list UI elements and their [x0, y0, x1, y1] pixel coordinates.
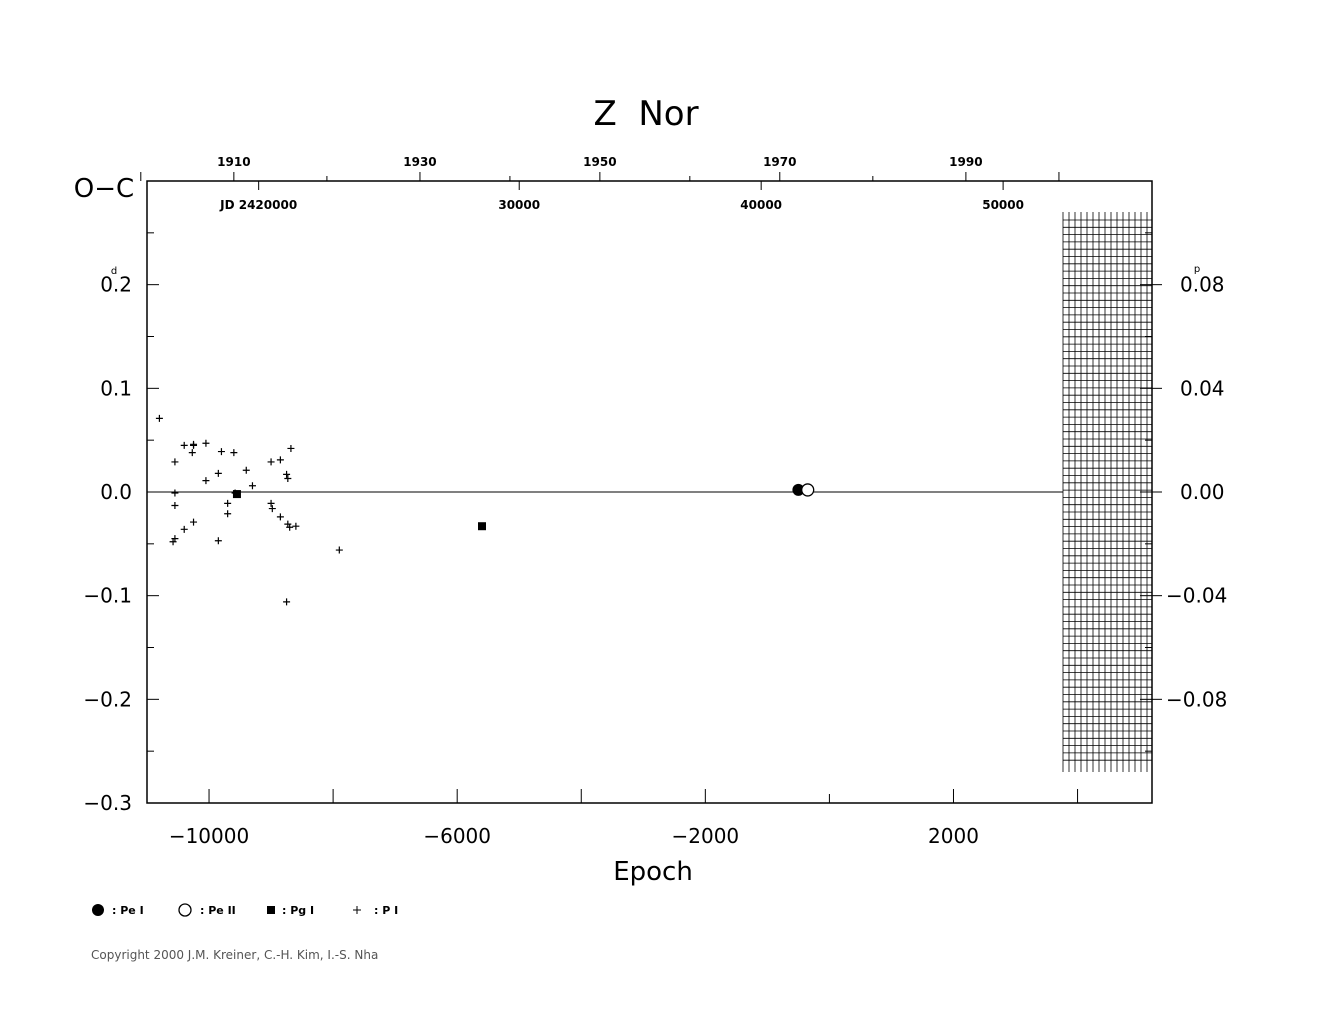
- top-year-label: 1950: [583, 155, 616, 169]
- data-point-p-i: [171, 458, 179, 466]
- data-point-pg-i: [478, 522, 486, 531]
- legend-label-p1: : P I: [374, 904, 398, 917]
- y-unit-label: d: [111, 266, 117, 277]
- data-point-p-i: [169, 538, 177, 546]
- data-point-pe-ii: [801, 483, 815, 497]
- right-y-tick-label: −0.04: [1166, 584, 1227, 608]
- data-point-p-i: [217, 448, 225, 456]
- top-jd-label: 50000: [982, 198, 1024, 212]
- data-point-p-i: [242, 466, 250, 474]
- future-hatch-band: [1062, 212, 1152, 772]
- x-tick-label: 2000: [928, 824, 979, 848]
- legend: : Pe I : Pe II : Pg I : P I: [92, 903, 398, 917]
- right-y-tick-label: 0.00: [1180, 480, 1225, 504]
- legend-label-pe2: : Pe II: [200, 904, 236, 917]
- legend-marker-pe1: [92, 904, 104, 916]
- data-point-p-i: [171, 501, 179, 509]
- y-tick-label: −0.1: [83, 584, 132, 608]
- top-year-label: 1930: [403, 155, 436, 169]
- copyright-notice: Copyright 2000 J.M. Kreiner, C.-H. Kim, …: [91, 948, 379, 962]
- x-tick-label: −10000: [169, 824, 249, 848]
- right-y-unit-label: p: [1194, 264, 1200, 275]
- data-point-p-i: [224, 499, 232, 507]
- top-jd-label: 30000: [498, 198, 540, 212]
- data-point-p-i: [180, 525, 188, 533]
- x-axis-label: Epoch: [613, 857, 693, 887]
- x-tick-label: −6000: [423, 824, 491, 848]
- right-y-tick-label: 0.04: [1180, 376, 1225, 400]
- data-point-p-i: [214, 469, 222, 477]
- legend-label-pe1: : Pe I: [112, 904, 144, 917]
- legend-label-pg1: : Pg I: [282, 904, 314, 917]
- data-point-p-i: [286, 523, 294, 531]
- data-point-p-i: [267, 458, 275, 466]
- y-tick-label: −0.2: [83, 687, 132, 711]
- data-point-p-i: [230, 449, 238, 457]
- data-point-pg-i: [232, 490, 241, 499]
- data-point-p-i: [202, 477, 210, 485]
- data-point-p-i: [224, 510, 232, 518]
- legend-marker-p1: [353, 906, 361, 914]
- y-tick-label: −0.3: [83, 791, 132, 815]
- data-point-p-i: [190, 441, 198, 449]
- data-point-p-i: [231, 489, 239, 497]
- top-year-label: 1970: [763, 155, 796, 169]
- data-point-p-i: [283, 598, 291, 606]
- data-point-p-i: [276, 456, 284, 464]
- data-point-p-i: [214, 537, 222, 545]
- top-jd-label: 40000: [740, 198, 782, 212]
- data-point-p-i: [292, 522, 300, 530]
- data-point-p-i: [171, 489, 179, 497]
- legend-marker-pe2: [178, 903, 192, 917]
- right-y-tick-label: 0.08: [1180, 273, 1225, 297]
- data-point-pe-i: [792, 483, 805, 496]
- data-point-p-i: [188, 449, 196, 457]
- data-point-p-i: [202, 439, 210, 447]
- chart-title: Z Nor: [593, 94, 698, 134]
- data-point-p-i: [267, 499, 275, 507]
- y-tick-label: 0.2: [100, 273, 132, 297]
- data-point-p-i: [155, 414, 163, 422]
- x-tick-label: −2000: [672, 824, 740, 848]
- y-tick-label: 0.0: [100, 480, 132, 504]
- data-point-p-i: [268, 505, 276, 513]
- data-point-p-i: [180, 441, 188, 449]
- data-point-p-i: [248, 482, 256, 490]
- data-point-p-i: [276, 513, 284, 521]
- data-point-p-i: [287, 444, 295, 452]
- y-axis-label: O−C: [74, 174, 134, 204]
- data-point-p-i: [190, 518, 198, 526]
- legend-marker-pg1: [267, 906, 275, 914]
- top-jd-label: JD 2420000: [219, 198, 297, 212]
- y-tick-label: 0.1: [100, 376, 132, 400]
- data-point-p-i: [335, 546, 343, 554]
- data-point-p-i: [284, 475, 292, 483]
- data-point-p-i: [283, 470, 291, 478]
- top-year-label: 1910: [217, 155, 250, 169]
- top-year-label: 1990: [949, 155, 982, 169]
- right-y-tick-label: −0.08: [1166, 687, 1227, 711]
